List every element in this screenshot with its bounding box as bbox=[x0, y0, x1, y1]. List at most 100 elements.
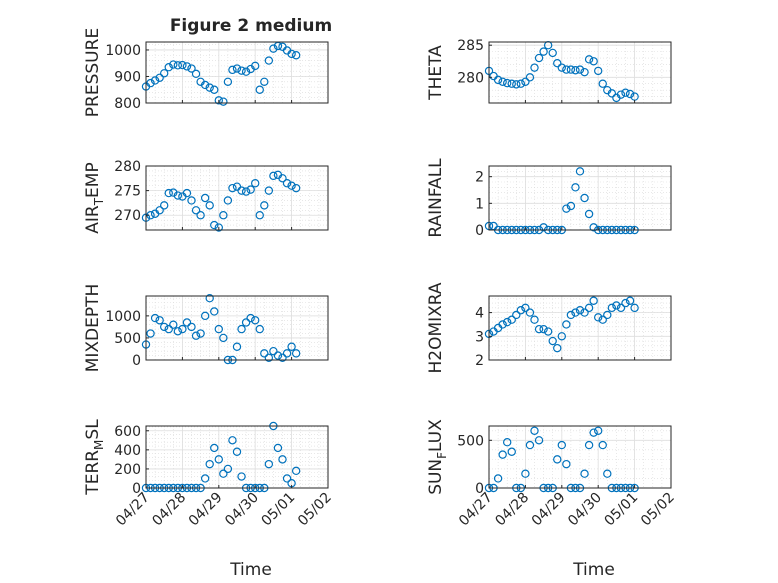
y-tick-label: 4 bbox=[475, 306, 484, 322]
y-axis-label: H2OMIXRA bbox=[426, 282, 446, 373]
data-point-terr-msl bbox=[282, 474, 292, 483]
data-point-pressure bbox=[264, 56, 274, 65]
data-point-air-temp bbox=[246, 185, 255, 194]
data-point-pressure bbox=[232, 64, 242, 73]
data-point-terr-msl bbox=[291, 466, 301, 476]
data-point-air-temp bbox=[205, 201, 214, 210]
data-point-pressure bbox=[291, 51, 301, 60]
data-point-mixdepth bbox=[246, 313, 255, 323]
data-point-theta bbox=[503, 78, 512, 88]
data-point-air-temp bbox=[219, 211, 228, 220]
data-point-pressure bbox=[182, 62, 192, 71]
data-point-terr-msl bbox=[223, 464, 233, 474]
data-point-h2omixra bbox=[616, 303, 626, 313]
axes-box bbox=[145, 165, 329, 231]
data-point-mixdepth bbox=[155, 316, 164, 325]
y-tick-label: 0 bbox=[475, 481, 484, 497]
data-point-theta bbox=[548, 48, 557, 58]
data-point-theta bbox=[553, 58, 562, 68]
data-point-h2omixra bbox=[530, 315, 539, 324]
y-tick-label: 270 bbox=[114, 208, 141, 224]
data-point-pressure bbox=[205, 83, 214, 92]
plot-area bbox=[146, 166, 328, 230]
data-point-air-temp bbox=[214, 223, 223, 232]
data-point-mixdepth bbox=[287, 342, 296, 351]
data-point-pressure bbox=[287, 49, 296, 59]
data-point-air-temp bbox=[173, 191, 183, 200]
y-axis-label: TERRMSL bbox=[83, 419, 106, 496]
data-point-theta bbox=[594, 66, 603, 76]
data-point-mixdepth bbox=[182, 318, 192, 327]
data-point-mixdepth bbox=[159, 322, 169, 332]
data-point-mixdepth bbox=[191, 331, 201, 340]
y-tick-label: 285 bbox=[457, 38, 484, 54]
data-point-h2omixra bbox=[521, 303, 530, 313]
x-axis-label-right: Time bbox=[572, 560, 615, 580]
data-point-mixdepth bbox=[291, 349, 301, 358]
data-point-h2omixra bbox=[503, 317, 512, 327]
data-point-air-temp bbox=[191, 206, 201, 215]
data-point-theta bbox=[525, 73, 535, 82]
data-point-sun-flux bbox=[580, 469, 589, 478]
data-point-theta bbox=[571, 66, 580, 75]
data-point-mixdepth bbox=[282, 349, 292, 358]
y-tick-label: 3 bbox=[475, 329, 484, 345]
data-point-h2omixra bbox=[580, 308, 589, 317]
y-tick-label: 1 bbox=[475, 196, 484, 212]
data-point-mixdepth bbox=[214, 324, 223, 334]
data-point-pressure bbox=[178, 60, 187, 70]
data-point-theta bbox=[512, 80, 521, 89]
data-point-sun-flux bbox=[521, 469, 530, 478]
axes-box bbox=[145, 41, 329, 104]
data-point-theta bbox=[562, 65, 571, 74]
y-tick-label: 600 bbox=[114, 424, 141, 440]
data-point-air-temp bbox=[241, 187, 251, 196]
data-point-pressure bbox=[255, 85, 264, 94]
data-point-theta bbox=[598, 79, 607, 88]
y-tick-label: 280 bbox=[457, 70, 484, 86]
y-axis-label: MIXDEPTH bbox=[83, 284, 103, 373]
y-tick-label: 1000 bbox=[105, 309, 141, 325]
y-axis-label: PRESSURE bbox=[83, 28, 103, 117]
data-point-sun-flux bbox=[530, 426, 539, 435]
data-point-pressure bbox=[200, 80, 210, 90]
data-point-h2omixra bbox=[584, 303, 594, 313]
data-point-theta bbox=[580, 67, 589, 77]
data-point-terr-msl bbox=[273, 443, 283, 453]
data-point-pressure bbox=[187, 64, 196, 73]
data-point-h2omixra bbox=[589, 296, 598, 305]
data-point-sun-flux bbox=[503, 438, 512, 447]
y-tick-label: 1000 bbox=[105, 43, 141, 59]
data-point-theta bbox=[498, 77, 507, 87]
x-axis-label-left: Time bbox=[229, 560, 272, 580]
data-point-mixdepth bbox=[169, 320, 178, 329]
data-point-mixdepth bbox=[219, 333, 228, 343]
data-point-h2omixra bbox=[566, 310, 576, 320]
data-point-air-temp bbox=[255, 211, 264, 220]
data-point-pressure bbox=[237, 66, 246, 75]
data-point-sun-flux bbox=[507, 447, 516, 456]
data-point-sun-flux bbox=[493, 474, 503, 483]
data-point-theta bbox=[507, 79, 516, 88]
data-point-mixdepth bbox=[232, 342, 242, 351]
y-tick-label: 500 bbox=[114, 331, 141, 347]
axes-box bbox=[488, 41, 672, 104]
data-point-h2omixra bbox=[512, 310, 521, 320]
data-point-mixdepth bbox=[250, 316, 260, 325]
data-point-h2omixra bbox=[534, 324, 544, 334]
data-point-terr-msl bbox=[210, 443, 219, 453]
data-point-pressure bbox=[241, 67, 251, 76]
data-point-h2omixra bbox=[621, 298, 630, 308]
data-point-pressure bbox=[150, 76, 160, 85]
data-point-mixdepth bbox=[178, 324, 187, 334]
data-point-air-temp bbox=[228, 183, 237, 193]
data-point-h2omixra bbox=[598, 315, 607, 324]
data-point-sun-flux bbox=[498, 450, 507, 459]
y-axis-label: RAINFALL bbox=[426, 158, 446, 238]
data-point-h2omixra bbox=[630, 303, 639, 313]
y-tick-label: 0 bbox=[475, 223, 484, 239]
subplot-theta: 280 285 THETA bbox=[426, 38, 672, 104]
